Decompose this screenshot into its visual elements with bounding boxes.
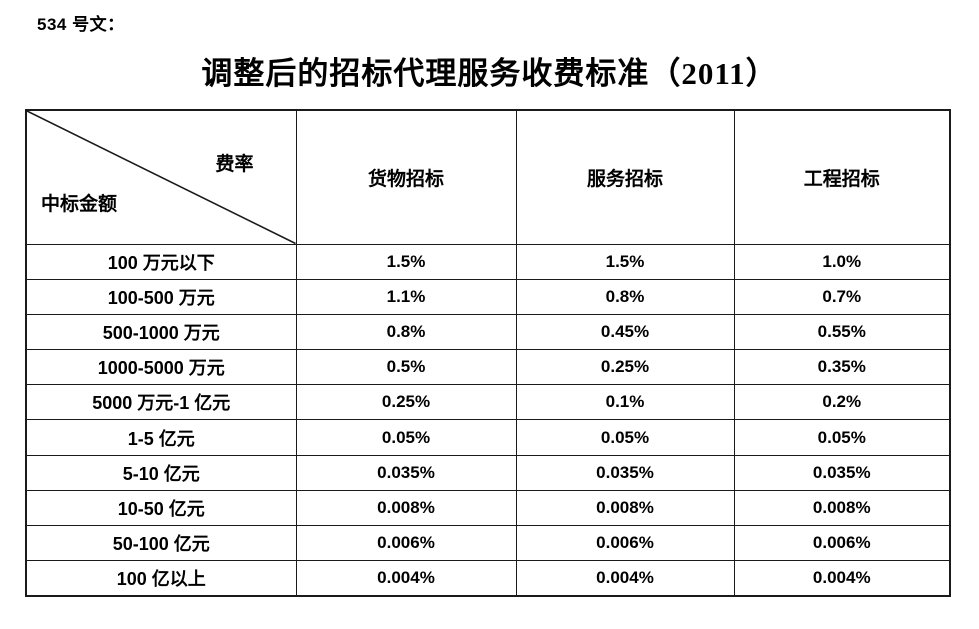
rate-cell-goods: 0.5% [295,349,517,386]
amount-cell: 100 万元以下 [25,243,297,280]
table-row: 10-50 亿元 0.008% 0.008% 0.008% [25,489,951,527]
rate-cell-service: 0.45% [515,313,735,351]
amount-cell: 100 亿以上 [25,560,297,597]
amount-cell: 100-500 万元 [25,278,297,315]
rate-cell-goods: 0.008% [295,489,517,527]
rate-cell-engineering: 0.7% [733,278,951,315]
rate-cell-goods: 0.8% [295,313,517,351]
rate-cell-service: 0.05% [515,419,735,456]
table-row: 5000 万元-1 亿元 0.25% 0.1% 0.2% [25,384,951,421]
rate-cell-engineering: 0.008% [733,489,951,527]
rate-cell-engineering: 0.55% [733,313,951,351]
rate-cell-service: 1.5% [515,243,735,280]
table-row: 100 万元以下 1.5% 1.5% 1.0% [25,243,951,280]
rate-cell-service: 0.004% [515,560,735,597]
rate-cell-service: 0.008% [515,489,735,527]
table-row: 1-5 亿元 0.05% 0.05% 0.05% [25,419,951,456]
rate-cell-goods: 0.006% [295,524,517,562]
amount-cell: 500-1000 万元 [25,313,297,351]
corner-cell: 费率 中标金额 [25,109,297,245]
table-row: 50-100 亿元 0.006% 0.006% 0.006% [25,524,951,562]
rate-cell-service: 0.035% [515,454,735,491]
rate-cell-goods: 0.004% [295,560,517,597]
rate-cell-goods: 0.25% [295,384,517,421]
rate-cell-goods: 1.5% [295,243,517,280]
table-row: 1000-5000 万元 0.5% 0.25% 0.35% [25,349,951,386]
rate-cell-engineering: 1.0% [733,243,951,280]
column-header-goods: 货物招标 [295,109,517,245]
doc-number: 534 号文： [37,15,125,34]
rate-cell-engineering: 0.004% [733,560,951,597]
rate-cell-engineering: 0.035% [733,454,951,491]
rate-cell-engineering: 0.05% [733,419,951,456]
amount-cell: 10-50 亿元 [25,489,297,527]
rate-cell-engineering: 0.006% [733,524,951,562]
rate-cell-service: 0.8% [515,278,735,315]
rate-cell-engineering: 0.35% [733,349,951,386]
column-header-service: 服务招标 [515,109,735,245]
fee-table: 费率 中标金额 货物招标 服务招标 工程招标 100 万元以下 1.5% 1.5… [25,109,951,597]
rate-cell-goods: 0.035% [295,454,517,491]
header-row: 费率 中标金额 货物招标 服务招标 工程招标 [25,109,951,245]
table-row: 500-1000 万元 0.8% 0.45% 0.55% [25,313,951,351]
amount-cell: 5-10 亿元 [25,454,297,491]
rate-cell-service: 0.006% [515,524,735,562]
diagonal-divider-line [27,111,296,244]
amount-cell: 5000 万元-1 亿元 [25,384,297,421]
corner-label-rate: 费率 [215,154,254,175]
page-title: 调整后的招标代理服务收费标准（2011） [201,56,778,91]
table-row: 5-10 亿元 0.035% 0.035% 0.035% [25,454,951,491]
rate-cell-service: 0.25% [515,349,735,386]
rate-cell-goods: 0.05% [295,419,517,456]
amount-cell: 50-100 亿元 [25,524,297,562]
rate-cell-service: 0.1% [515,384,735,421]
fee-table-container: 费率 中标金额 货物招标 服务招标 工程招标 100 万元以下 1.5% 1.5… [25,109,951,597]
rate-cell-engineering: 0.2% [733,384,951,421]
rate-cell-goods: 1.1% [295,278,517,315]
column-header-engineering: 工程招标 [733,109,951,245]
table-row: 100-500 万元 1.1% 0.8% 0.7% [25,278,951,315]
amount-cell: 1000-5000 万元 [25,349,297,386]
amount-cell: 1-5 亿元 [25,419,297,456]
corner-label-amount: 中标金额 [41,193,118,215]
table-row: 100 亿以上 0.004% 0.004% 0.004% [25,560,951,597]
